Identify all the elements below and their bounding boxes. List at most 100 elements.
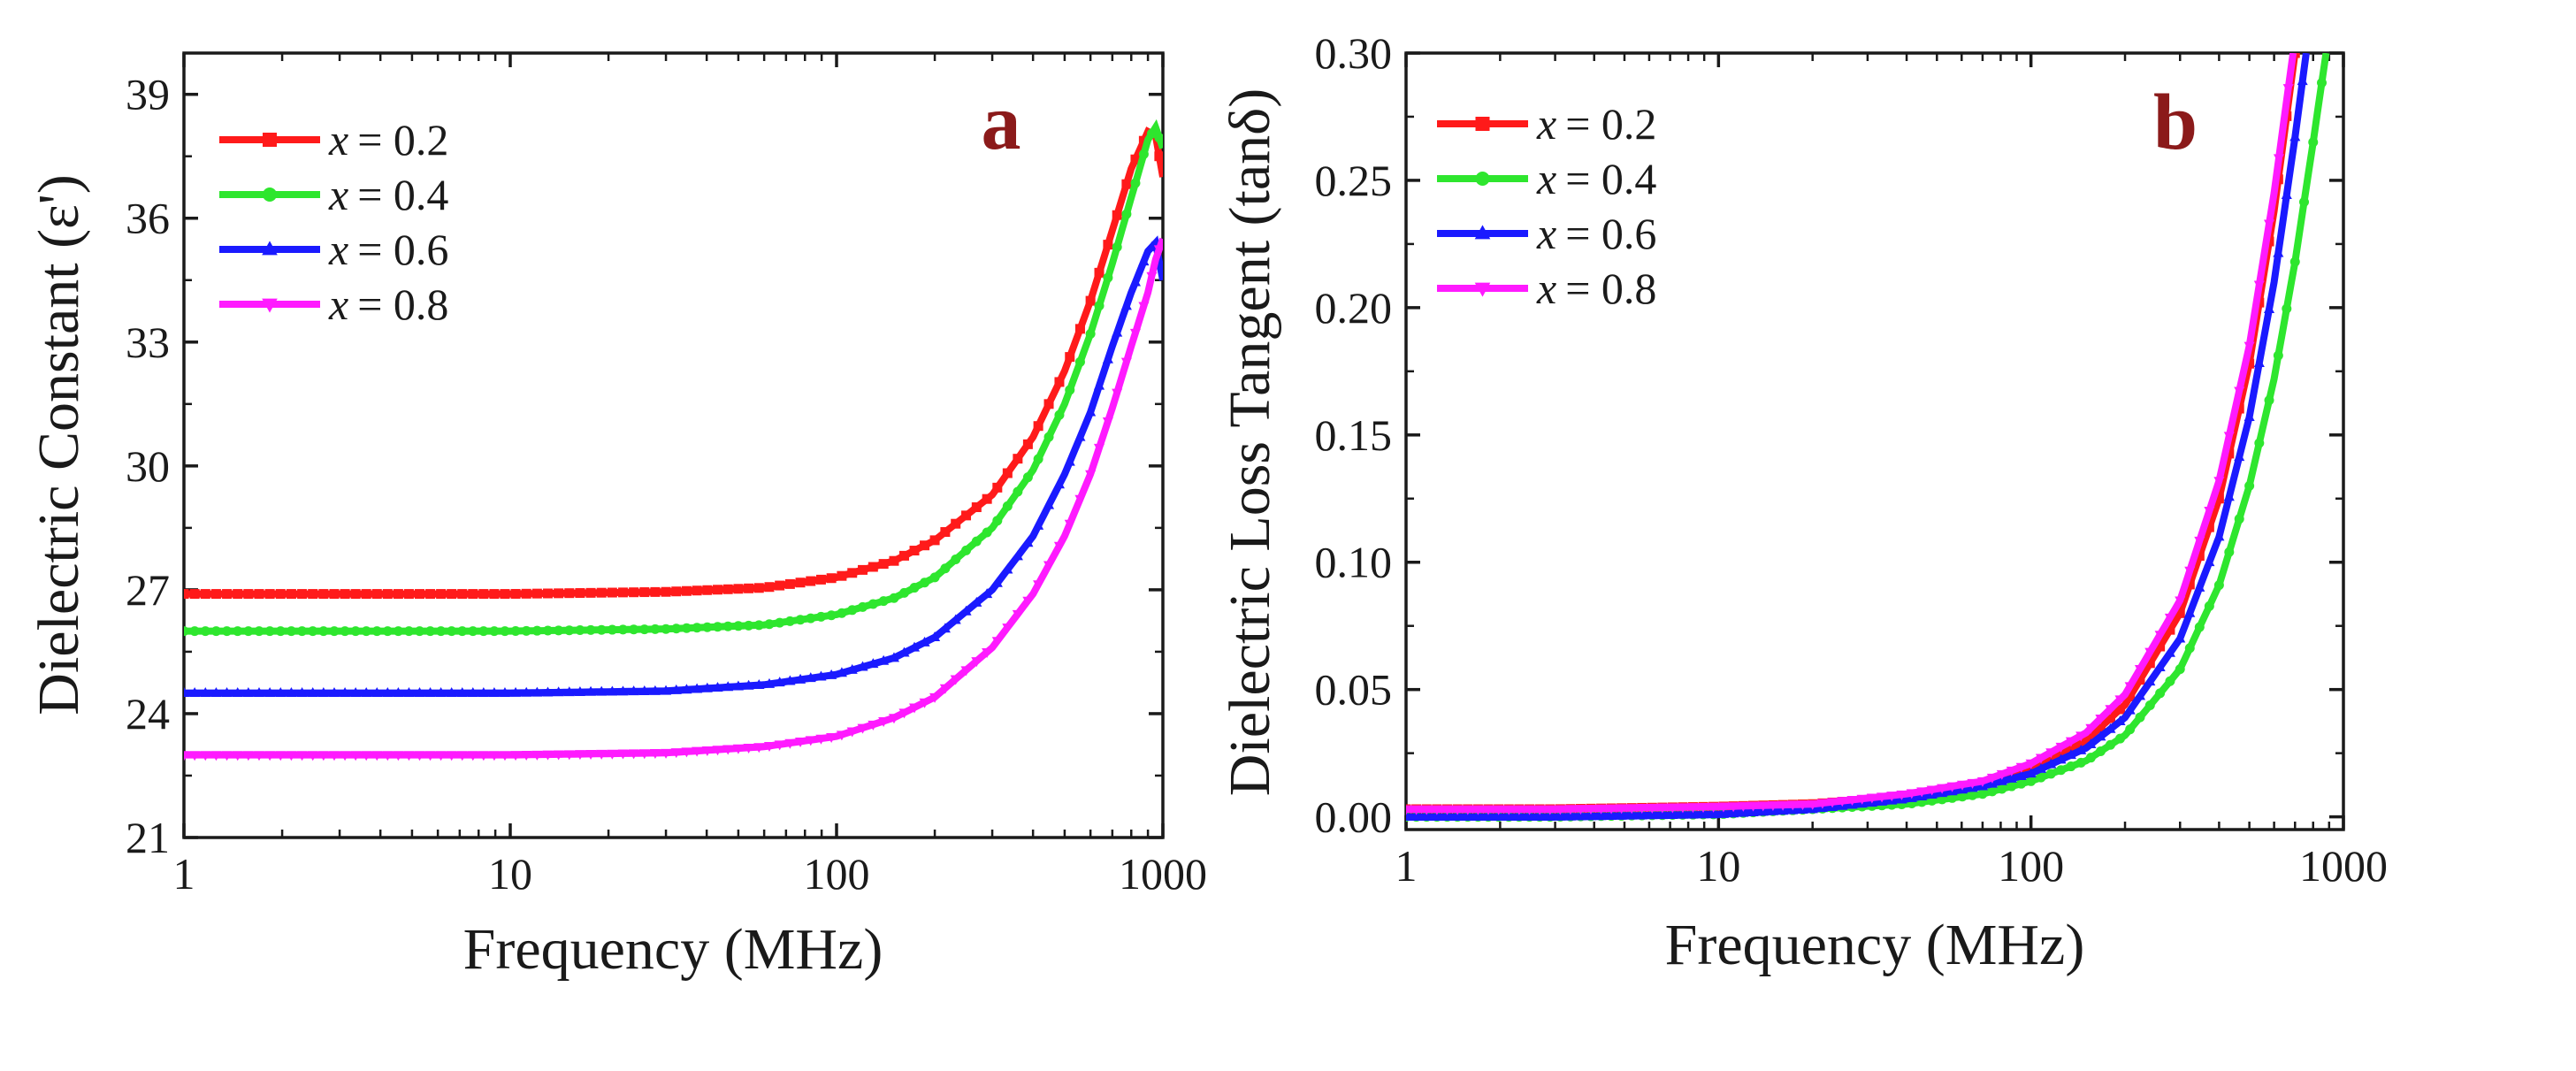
series-x06	[184, 235, 1163, 698]
data-point	[371, 687, 383, 698]
legend-label: x = 0.8	[1536, 264, 1656, 313]
data-point	[1093, 443, 1105, 454]
data-point	[784, 738, 796, 749]
x-tick-label: 1	[1395, 841, 1418, 891]
legend-value: = 0.4	[357, 170, 448, 219]
data-point	[639, 587, 650, 598]
data-point	[733, 621, 744, 631]
data-point	[2065, 737, 2076, 747]
data-point	[2105, 723, 2116, 733]
data-point	[2213, 493, 2224, 504]
data-point	[318, 626, 329, 637]
legend-var: x	[328, 279, 348, 329]
data-point	[1886, 792, 1898, 802]
data-point	[436, 626, 447, 637]
data-point	[2025, 759, 2037, 769]
data-point	[1452, 805, 1464, 815]
legend-label: x = 0.8	[328, 279, 448, 329]
data-point	[447, 589, 457, 600]
data-point	[992, 482, 1003, 493]
data-point	[929, 535, 940, 546]
data-point	[950, 614, 961, 624]
data-point	[1957, 792, 1968, 802]
data-point	[1482, 805, 1494, 815]
data-point	[1816, 799, 1828, 809]
data-point	[1564, 805, 1576, 815]
data-point	[1452, 811, 1464, 822]
data-point	[1738, 807, 1749, 817]
data-point	[478, 589, 489, 600]
data-point	[286, 687, 297, 698]
data-point	[712, 746, 723, 756]
data-point	[919, 636, 930, 646]
data-point	[1647, 803, 1658, 814]
data-point	[991, 637, 1003, 647]
data-point	[1626, 804, 1638, 815]
data-point	[2155, 688, 2166, 699]
y-axis-title-b: Dielectric Loss Tangent (tanδ)	[1218, 88, 1282, 796]
data-point	[2317, 78, 2328, 88]
data-point	[805, 672, 816, 683]
data-point	[1656, 809, 1668, 820]
data-point	[1937, 784, 1948, 794]
y-tick-label: 0.00	[1315, 792, 1393, 842]
data-point	[1728, 807, 1739, 818]
data-point	[847, 568, 858, 578]
data-point	[1410, 805, 1422, 815]
data-point	[650, 623, 661, 634]
data-point	[2025, 768, 2037, 778]
data-point	[1002, 501, 1013, 511]
data-point	[847, 605, 858, 616]
data-point	[857, 661, 868, 671]
data-point	[1094, 267, 1105, 278]
data-point	[1002, 623, 1013, 634]
data-point	[307, 687, 318, 698]
data-point	[361, 626, 371, 637]
data-point	[488, 751, 500, 761]
data-point	[1153, 245, 1163, 256]
data-point	[2234, 403, 2244, 414]
data-point	[233, 589, 243, 600]
data-point	[243, 589, 254, 600]
data-point	[200, 626, 210, 637]
data-point	[2105, 713, 2115, 723]
data-point	[1636, 809, 1647, 820]
data-point	[951, 518, 961, 529]
data-point	[878, 717, 890, 728]
data-point	[1947, 792, 1958, 803]
data-point	[815, 670, 827, 681]
data-point	[340, 751, 351, 761]
data-point	[815, 574, 826, 585]
y-tick-label: 30	[126, 441, 170, 491]
data-point	[2223, 491, 2235, 501]
data-point	[254, 626, 264, 637]
data-point	[982, 588, 993, 599]
data-point	[1065, 385, 1075, 395]
data-point	[254, 589, 264, 600]
data-point	[713, 622, 723, 632]
data-point	[531, 686, 543, 697]
data-point	[2194, 581, 2205, 592]
data-point	[1022, 439, 1033, 449]
data-point	[457, 626, 468, 637]
data-point	[628, 749, 639, 760]
data-point	[2144, 658, 2155, 669]
x-tick-label: 100	[1998, 841, 2064, 891]
data-point	[585, 750, 597, 761]
data-point	[2035, 754, 2047, 764]
data-point	[329, 589, 340, 600]
data-point	[805, 736, 816, 746]
data-point	[2045, 748, 2057, 759]
data-point	[275, 687, 287, 698]
data-point	[950, 675, 961, 685]
data-point	[2125, 724, 2136, 735]
data-point	[1033, 519, 1044, 530]
series-group-a	[184, 119, 1163, 761]
data-point	[2264, 395, 2274, 406]
data-point	[307, 751, 318, 761]
data-point	[414, 687, 425, 698]
y-tick-label: 39	[126, 70, 170, 119]
data-point	[722, 584, 733, 594]
legend-label: x = 0.4	[1536, 154, 1656, 203]
